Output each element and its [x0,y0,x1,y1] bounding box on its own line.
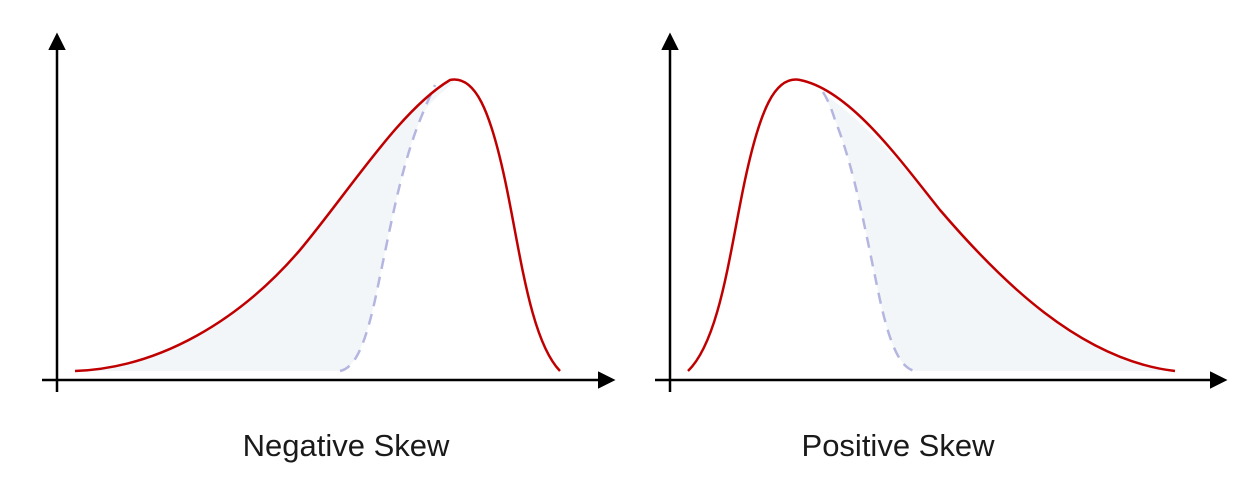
negative-skew-caption: Negative Skew [242,428,450,463]
positive-skew-curve [687,78,1176,373]
negative-skew-reference-curve [339,84,437,373]
negative-skew-curve [74,78,561,373]
positive-skew-reference-curve [821,91,916,373]
negative-skew-shaded-area [75,79,456,371]
positive-skew-shaded-area [825,95,1175,371]
positive-skew-panel [655,32,1228,392]
positive-skew-caption: Positive Skew [801,428,995,463]
negative-skew-panel [42,32,616,392]
